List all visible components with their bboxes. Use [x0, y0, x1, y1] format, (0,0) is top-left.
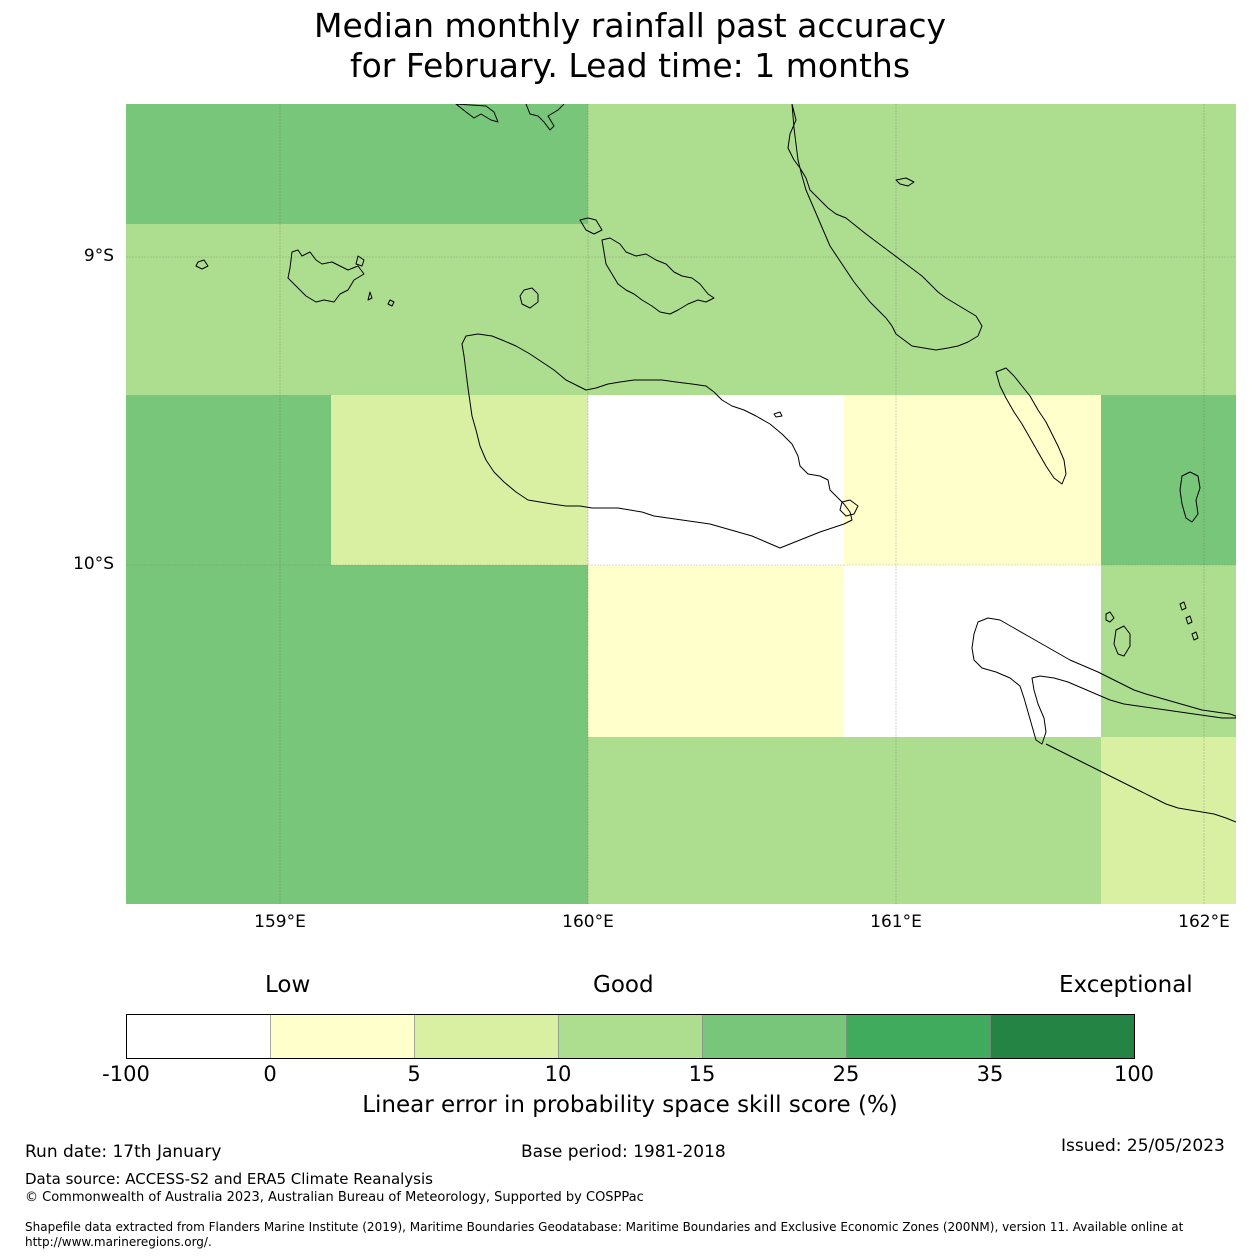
category-exceptional: Exceptional — [1059, 972, 1193, 998]
category-low: Low — [265, 972, 311, 998]
colorbar-swatch — [414, 1014, 559, 1059]
lon-label: 159°E — [254, 912, 306, 932]
graticule — [126, 104, 1236, 904]
lat-label: 9°S — [83, 246, 114, 266]
grid-cell — [1101, 565, 1236, 737]
colorbar-tick: 10 — [544, 1062, 572, 1086]
island-outline — [1113, 625, 1131, 657]
grid-cell — [126, 395, 331, 565]
island-outline — [519, 287, 539, 309]
colorbar-tick: 0 — [263, 1062, 277, 1086]
shapefile-credit-line1: Shapefile data extracted from Flanders M… — [25, 1220, 1184, 1234]
island-outline — [1045, 743, 1236, 823]
island-outline — [839, 499, 859, 517]
lon-label: 160°E — [562, 912, 614, 932]
island-outline — [1179, 471, 1201, 523]
colorbar-swatch — [126, 1014, 271, 1059]
colorbar-swatch — [270, 1014, 415, 1059]
island-outline — [455, 104, 499, 123]
issued-date: Issued: 25/05/2023 — [1061, 1136, 1225, 1156]
colorbar-border — [126, 1014, 1135, 1059]
island-outline — [387, 299, 395, 307]
colorbar-title: Linear error in probability space skill … — [362, 1092, 898, 1118]
island-outline — [773, 411, 783, 418]
grid-cell — [844, 395, 1101, 565]
island-outline — [287, 249, 365, 303]
coastlines — [195, 104, 1236, 823]
island-outline — [579, 217, 603, 235]
colorbar-tick: 25 — [832, 1062, 860, 1086]
data-source: Data source: ACCESS-S2 and ERA5 Climate … — [25, 1170, 433, 1188]
skill-grid — [126, 104, 1236, 904]
colorbar-swatch — [702, 1014, 847, 1059]
island-outline — [995, 367, 1067, 485]
category-good: Good — [593, 972, 654, 998]
island-outline — [1105, 611, 1115, 623]
colorbar-swatch — [990, 1014, 1135, 1059]
island-outline — [601, 237, 715, 315]
title-line-1: Median monthly rainfall past accuracy — [313, 6, 947, 45]
run-date: Run date: 17th January — [25, 1142, 222, 1162]
grid-cell — [1101, 737, 1236, 904]
colorbar-swatches — [126, 1014, 1135, 1059]
grid-cell — [1101, 395, 1236, 565]
island-outline — [195, 259, 209, 270]
island-outline — [461, 333, 853, 549]
island-outline — [1179, 601, 1187, 611]
title-line-2: for February. Lead time: 1 months — [349, 46, 911, 85]
island-outline — [787, 104, 983, 351]
colorbar-tick: 35 — [976, 1062, 1004, 1086]
island-outline — [971, 617, 1236, 745]
chart-title: Median monthly rainfall past accuracy fo… — [0, 6, 1260, 86]
island-outline — [1185, 615, 1193, 625]
grid-cell — [588, 395, 844, 565]
colorbar-swatch — [846, 1014, 991, 1059]
grid-cell — [588, 737, 1101, 904]
colorbar-tick: 15 — [688, 1062, 716, 1086]
island-outline — [1191, 631, 1199, 641]
island-outline — [367, 291, 373, 301]
island-outline — [355, 255, 365, 267]
grid-cell — [126, 224, 1236, 395]
lon-label: 161°E — [870, 912, 922, 932]
island-outline — [525, 104, 565, 131]
lat-label: 10°S — [73, 554, 114, 574]
base-period: Base period: 1981-2018 — [521, 1142, 726, 1162]
grid-cell — [331, 395, 588, 565]
lon-label: 162°E — [1178, 912, 1230, 932]
grid-cell — [126, 565, 588, 904]
colorbar — [126, 1014, 1135, 1059]
grid-cell — [588, 565, 844, 737]
copyright: © Commonwealth of Australia 2023, Austra… — [25, 1190, 644, 1205]
colorbar-tick: 100 — [1113, 1062, 1155, 1086]
colorbar-tick: 5 — [407, 1062, 421, 1086]
colorbar-swatch — [558, 1014, 703, 1059]
colorbar-tick: -100 — [102, 1062, 150, 1086]
grid-cell — [126, 104, 588, 224]
grid-cell — [588, 104, 1236, 224]
skill-map — [126, 104, 1236, 904]
island-outline — [895, 177, 915, 187]
shapefile-credit-line2: http://www.marineregions.org/. — [25, 1235, 212, 1249]
